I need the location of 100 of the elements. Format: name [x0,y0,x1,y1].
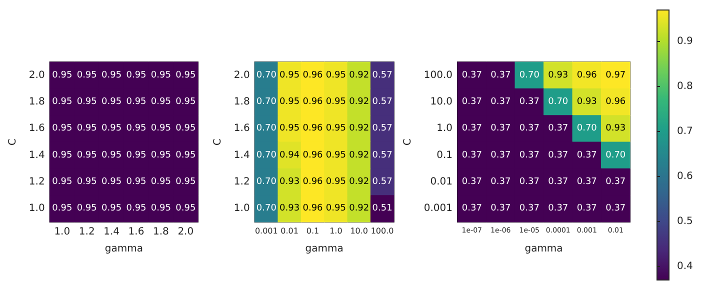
x-tick-label: 0.01 [280,226,298,236]
data-label: 0.95 [280,97,300,107]
data-label: 0.37 [462,70,482,80]
color-bar-label: 0.9 [677,36,693,47]
y-tick-label: 1.6 [234,123,250,134]
y-tick-label: 0.001 [424,203,453,214]
data-label: 0.95 [76,150,97,160]
data-label: 0.51 [372,204,392,214]
data-label: 0.93 [280,177,300,187]
data-label: 0.95 [126,124,146,134]
y-axis-title: C [212,138,224,146]
data-label: 0.37 [519,124,540,134]
data-label: 0.95 [52,97,72,107]
data-label: 0.95 [150,150,171,160]
x-axis-title: gamma [104,244,143,254]
data-label: 0.70 [256,204,277,214]
data-label: 0.37 [490,150,511,160]
data-label: 0.95 [176,150,196,160]
data-label: 0.95 [176,204,196,214]
data-label: 0.96 [302,70,324,80]
data-label: 0.70 [606,150,626,160]
data-label: 0.92 [349,150,370,160]
data-label: 0.95 [326,70,346,80]
y-tick-label: 1.4 [28,150,45,161]
data-label: 0.95 [52,124,72,134]
data-label: 0.37 [490,124,511,134]
data-label: 0.95 [280,70,300,80]
data-label: 0.95 [102,97,122,107]
data-label: 0.95 [150,177,171,187]
data-label: 0.70 [256,70,277,80]
data-label: 0.95 [176,97,196,107]
color-bar-label: 0.4 [677,261,693,272]
data-label: 0.37 [606,177,626,187]
data-label: 0.70 [548,97,568,107]
data-label: 0.96 [302,124,324,134]
data-label: 0.95 [102,204,122,214]
data-label: 0.95 [176,177,196,187]
data-label: 0.57 [372,124,392,134]
data-label: 0.95 [102,124,122,134]
data-label: 0.57 [372,150,392,160]
data-label: 0.95 [102,150,122,160]
x-tick-label: 0.001 [254,226,278,236]
y-tick-label: 2.0 [28,70,45,81]
data-label: 0.37 [519,150,540,160]
data-label: 0.95 [326,204,346,214]
data-label: 0.95 [76,124,97,134]
x-tick-label: 1.0 [330,226,342,236]
data-label: 0.37 [519,177,540,187]
y-tick-label: 1.0 [234,203,250,214]
data-label: 0.37 [462,204,482,214]
color-bar-label: 0.6 [677,171,693,182]
color-bar-label: 0.5 [677,216,693,227]
data-label: 0.92 [349,97,370,107]
data-label: 0.95 [76,177,97,187]
x-tick-label: 10.0 [350,226,368,236]
data-label: 0.96 [302,97,324,107]
data-label: 0.95 [150,97,171,107]
y-axis-title: C [402,138,414,146]
data-label: 0.92 [349,204,370,214]
data-label: 0.37 [548,177,568,187]
data-label: 0.95 [76,97,97,107]
y-tick-label: 1.2 [234,176,250,188]
data-label: 0.95 [102,70,122,80]
data-label: 0.95 [126,70,146,80]
data-label: 0.95 [76,70,97,80]
x-tick-label: 1.4 [104,226,120,238]
data-label: 0.95 [52,177,72,187]
data-label: 0.95 [326,97,346,107]
x-axis-title: gamma [524,244,563,254]
data-label: 0.96 [302,177,324,187]
data-label: 0.95 [52,150,72,160]
x-tick-label: 1.0 [54,226,70,238]
y-axis-title: C [8,138,18,146]
data-label: 0.95 [52,204,72,214]
data-label: 0.57 [372,70,392,80]
data-label: 0.93 [280,204,300,214]
data-label: 0.95 [176,70,196,80]
data-label: 0.96 [302,204,324,214]
x-tick-label: 1.2 [78,226,95,238]
data-label: 0.37 [548,150,568,160]
y-tick-label: 1.8 [28,96,45,108]
data-label: 0.37 [576,150,597,160]
data-label: 0.95 [280,124,300,134]
y-tick-label: 100.0 [424,70,453,81]
data-label: 0.95 [326,177,346,187]
data-label: 0.37 [490,177,511,187]
data-label: 0.37 [576,204,597,214]
data-label: 0.96 [576,70,598,80]
data-label: 0.95 [150,204,171,214]
data-label: 0.37 [462,177,482,187]
y-tick-label: 0.1 [436,150,453,161]
data-label: 0.37 [462,124,482,134]
data-label: 0.95 [126,177,146,187]
data-label: 0.93 [548,70,568,80]
y-tick-label: 1.8 [234,96,250,108]
data-label: 0.93 [576,97,597,107]
x-tick-label: 100.0 [370,226,394,236]
data-label: 0.95 [126,97,146,107]
y-tick-label: 1.4 [234,150,250,161]
y-tick-label: 2.0 [234,70,250,81]
